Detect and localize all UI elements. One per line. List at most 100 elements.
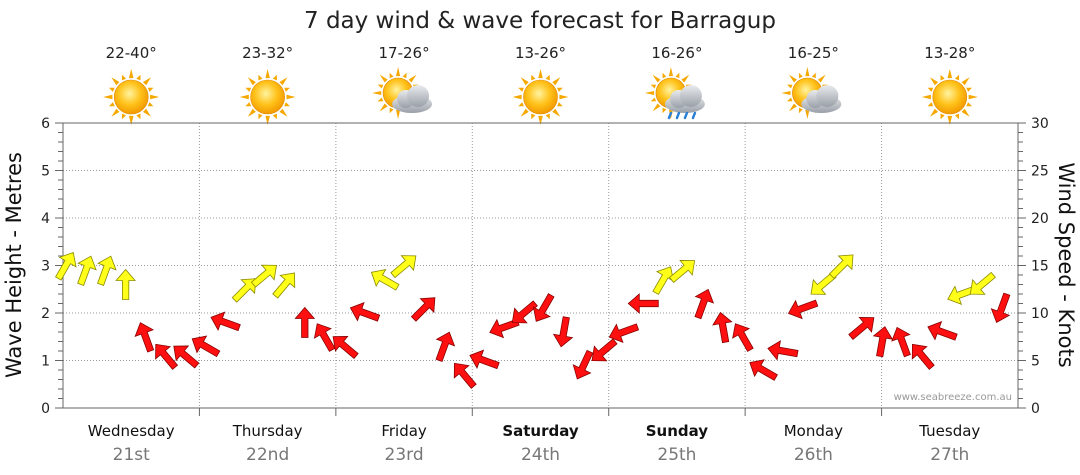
- sun-ray: [789, 74, 797, 83]
- sun-ray: [930, 108, 939, 117]
- wind-arrow: [891, 326, 911, 358]
- sun-rain-icon: [644, 67, 705, 120]
- sun-ray: [557, 102, 563, 107]
- sun-ray: [968, 94, 978, 100]
- wind-arrow: [97, 255, 117, 287]
- wind-arrow: [911, 343, 935, 370]
- sun-icon: [103, 69, 160, 125]
- wind-arrow: [191, 335, 221, 358]
- day-date-label: 27th: [930, 445, 969, 465]
- sun-ray: [940, 74, 945, 81]
- wind-arrow: [694, 288, 715, 320]
- wind-arrow: [927, 321, 958, 341]
- left-axis-tick-label: 1: [41, 354, 50, 370]
- temperature-label: 17-26°: [379, 44, 430, 62]
- left-axis-tick-label: 0: [41, 401, 50, 417]
- left-axis-tick-label: 3: [41, 259, 50, 275]
- rain-drop: [675, 111, 681, 120]
- sun-ray: [545, 74, 550, 81]
- sun-disc: [523, 79, 558, 115]
- sun-ray: [279, 108, 288, 117]
- sun-ray: [650, 97, 657, 102]
- wind-arrow: [250, 264, 277, 288]
- cloud-puff: [816, 85, 839, 107]
- day-date-label: 26th: [794, 445, 833, 465]
- left-axis-tick-label: 2: [41, 306, 50, 322]
- sun-ray: [538, 115, 543, 125]
- wind-arrow: [532, 293, 555, 322]
- left-axis-tick-label: 4: [41, 211, 50, 227]
- wind-arrow: [134, 322, 155, 353]
- wind-arrow: [390, 255, 417, 279]
- sun-ray: [798, 107, 803, 114]
- sun-ray: [927, 102, 934, 107]
- sun-ray: [265, 69, 270, 79]
- sun-ray: [798, 72, 803, 79]
- sun-ray: [121, 74, 127, 81]
- sun-ray: [512, 94, 522, 100]
- day-date-label: 22nd: [246, 445, 289, 465]
- day-name-label: Monday: [784, 422, 843, 440]
- right-axis-tick-label: 5: [1031, 354, 1040, 370]
- sun-ray: [284, 102, 290, 107]
- sun-rays: [239, 69, 296, 125]
- sun-ray: [518, 102, 524, 107]
- day-date-label: 23rd: [385, 445, 424, 465]
- credit-text: www.seabreeze.com.au: [894, 392, 1012, 403]
- sun-ray: [531, 74, 536, 81]
- sun-ray: [961, 77, 970, 86]
- wind-arrow: [848, 317, 875, 340]
- sun-ray: [136, 74, 141, 81]
- sun-ray: [787, 84, 793, 89]
- wind-arrow: [608, 323, 640, 343]
- sun-ray: [787, 97, 793, 102]
- sun-ray: [805, 67, 810, 77]
- day-name-label: Wednesday: [88, 422, 175, 440]
- right-axis-tick-label: 25: [1031, 164, 1049, 180]
- sun-ray: [662, 72, 667, 79]
- wind-arrow: [511, 300, 538, 324]
- sun-ray: [557, 87, 563, 92]
- cloud: [801, 85, 842, 113]
- sun-ray: [817, 74, 826, 83]
- wind-arrow: [435, 331, 456, 363]
- sun-cloud-icon: [781, 67, 842, 119]
- temperature-label: 13-26°: [515, 44, 566, 62]
- wind-arrow: [749, 359, 778, 381]
- sun-ray: [954, 74, 960, 81]
- sun-disc: [113, 79, 149, 115]
- temperature-label: 22-40°: [106, 44, 157, 62]
- chart-title: 7 day wind & wave forecast for Barragup: [304, 8, 776, 34]
- sun-ray: [531, 113, 536, 120]
- sun-ray: [128, 69, 134, 79]
- wind-arrow: [370, 269, 400, 291]
- sun-ray: [265, 115, 270, 125]
- sun-ray: [966, 87, 972, 92]
- sun-ray: [520, 77, 529, 86]
- sun-ray: [927, 87, 934, 92]
- chart-grid: [63, 123, 1018, 416]
- rain-drop: [691, 111, 697, 120]
- sun-ray: [147, 87, 154, 92]
- sun-ray: [247, 77, 256, 86]
- sun-ray: [518, 87, 524, 92]
- sun-ray: [272, 113, 277, 120]
- day-name-label: Tuesday: [918, 422, 980, 440]
- sun-cloud-icon: [372, 67, 433, 119]
- sun-ray: [396, 109, 401, 119]
- sun-ray: [681, 74, 690, 83]
- left-axis-tick-label: 6: [41, 116, 50, 132]
- temperature-label: 23-32°: [242, 44, 293, 62]
- left-axis-tick-label: 5: [41, 164, 50, 180]
- rain-drop: [667, 111, 673, 120]
- sun-ray: [947, 69, 953, 79]
- sun-ray: [109, 102, 115, 107]
- temperature-label: 13-28°: [924, 44, 975, 62]
- sun-ray: [111, 108, 120, 117]
- right-axis-ticks: 0 5 10 15 20 25 30: [1018, 116, 1049, 417]
- cloud-puff: [407, 85, 430, 107]
- sun-rays: [512, 69, 569, 125]
- day-name-label: Friday: [381, 422, 427, 440]
- wind-arrows: [54, 251, 1011, 389]
- wind-arrow: [155, 343, 179, 370]
